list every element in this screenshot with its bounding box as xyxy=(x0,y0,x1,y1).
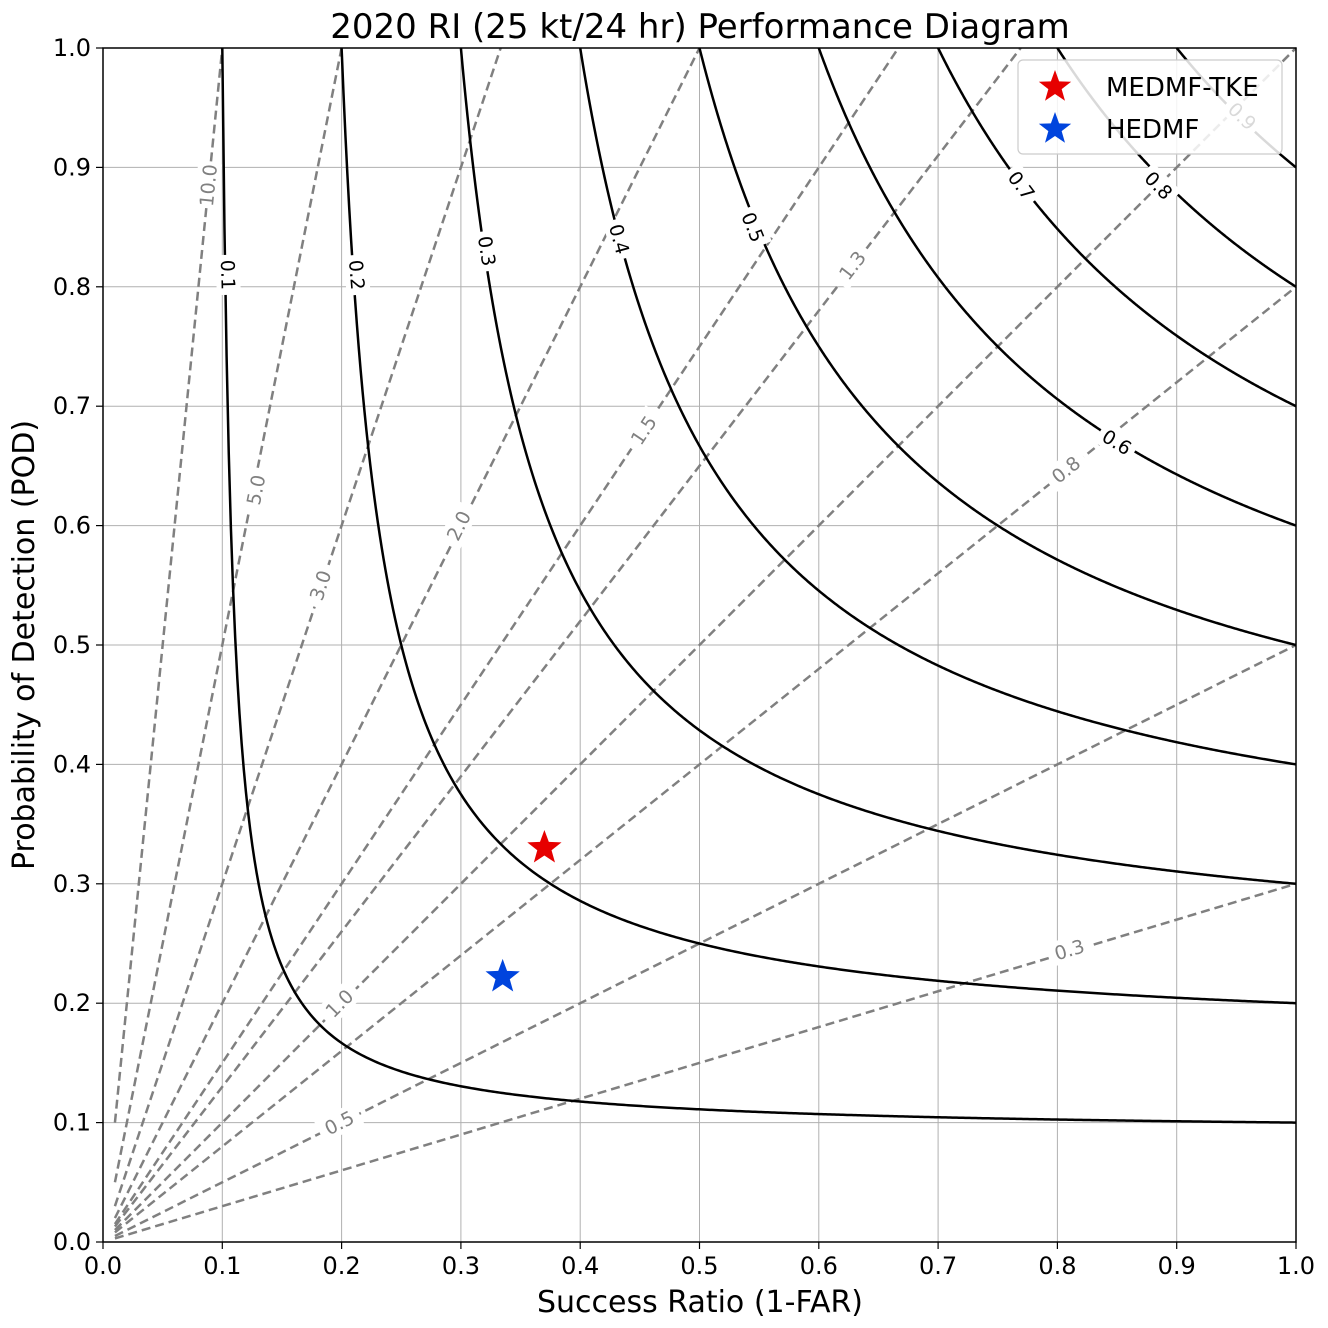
csi-contour xyxy=(459,47,1297,886)
legend-star-icon xyxy=(1038,70,1072,101)
bias-lines: 10.05.03.02.01.51.31.00.80.50.3 xyxy=(113,47,1297,1240)
bias-line xyxy=(114,643,1297,1238)
x-tick-label: 0.8 xyxy=(1038,1252,1076,1280)
bias-line xyxy=(113,47,1022,1228)
bias-label-bg xyxy=(315,979,364,1028)
bias-line xyxy=(113,47,701,1219)
x-tick-label: 0.9 xyxy=(1158,1252,1196,1280)
x-axis-ticks: 0.0 0.1 0.2 0.3 0.4 0.5 0.6 0.7 0.8 0.9 1.0 xyxy=(84,1242,1315,1280)
csi-contour xyxy=(698,47,1297,647)
y-tick-label: 0.6 xyxy=(53,512,91,540)
bias-label: 10.0 xyxy=(196,163,222,207)
bias-label-bg xyxy=(239,465,272,514)
bias-line xyxy=(113,47,343,1183)
csi-label-bg xyxy=(343,253,371,296)
legend-entry-label: HEDMF xyxy=(1106,115,1199,145)
x-tick-label: 0.5 xyxy=(680,1252,718,1280)
bias-line xyxy=(113,47,502,1207)
bias-line xyxy=(114,285,1297,1234)
legend-box xyxy=(1017,59,1283,155)
csi-label-bg xyxy=(1136,162,1182,208)
y-tick-label: 0.9 xyxy=(53,153,91,181)
legend: MEDMF-TKE HEDMF xyxy=(1017,59,1283,155)
csi-label: 0.1 xyxy=(216,260,239,291)
y-tick-label: 0.3 xyxy=(53,870,91,898)
csi-label-bg xyxy=(215,254,241,296)
y-tick-label: 0.0 xyxy=(53,1228,91,1256)
y-tick-label: 0.8 xyxy=(53,273,91,301)
y-tick-label: 1.0 xyxy=(53,34,91,62)
csi-contour xyxy=(578,47,1297,766)
csi-contour xyxy=(221,47,1297,1124)
point-medmf-tke xyxy=(527,829,562,863)
legend-star-icon xyxy=(1038,112,1072,143)
csi-contour xyxy=(340,47,1297,1005)
bias-label-bg xyxy=(829,240,876,291)
csi-label-bg xyxy=(1093,421,1141,463)
x-tick-label: 0.6 xyxy=(800,1252,838,1280)
y-axis-label: Probability of Detection (POD) xyxy=(7,420,42,870)
csi-label: 0.3 xyxy=(473,235,499,268)
csi-label-bg xyxy=(602,216,637,262)
csi-label-bg xyxy=(734,204,772,251)
bias-label-bg xyxy=(1044,931,1094,968)
x-tick-label: 0.0 xyxy=(84,1252,122,1280)
bias-label-bg xyxy=(1041,446,1091,493)
bias-label-bg xyxy=(314,1102,365,1144)
csi-label: 0.2 xyxy=(344,259,368,291)
csi-label-bg xyxy=(472,229,503,273)
x-tick-label: 1.0 xyxy=(1277,1252,1315,1280)
csi-contour xyxy=(817,47,1297,527)
bias-label-bg xyxy=(621,405,666,456)
x-tick-label: 0.3 xyxy=(442,1252,480,1280)
y-tick-label: 0.2 xyxy=(53,989,91,1017)
x-tick-label: 0.1 xyxy=(203,1252,241,1280)
csi-label-bg xyxy=(999,162,1044,209)
bias-line xyxy=(113,47,900,1225)
x-tick-label: 0.7 xyxy=(919,1252,957,1280)
x-tick-label: 0.4 xyxy=(561,1252,599,1280)
legend-entry-label: MEDMF-TKE xyxy=(1106,73,1259,103)
point-hedmf xyxy=(485,958,520,992)
bias-line xyxy=(114,882,1297,1240)
bias-label-bg xyxy=(193,162,223,209)
bias-label-bg xyxy=(301,560,339,610)
bias-label: 5.0 xyxy=(243,473,270,507)
csi-contour xyxy=(936,47,1297,408)
y-tick-label: 0.5 xyxy=(53,631,91,659)
x-axis-label: Success Ratio (1-FAR) xyxy=(537,1285,863,1320)
bias-line xyxy=(113,47,224,1123)
x-tick-label: 0.2 xyxy=(323,1252,361,1280)
data-points xyxy=(485,829,562,992)
y-tick-label: 0.1 xyxy=(53,1109,91,1137)
bias-line xyxy=(114,47,1297,1231)
y-tick-label: 0.4 xyxy=(53,750,91,778)
y-axis-ticks: 0.0 0.1 0.2 0.3 0.4 0.5 0.6 0.7 0.8 0.9 1.0 xyxy=(53,34,103,1256)
y-tick-label: 0.7 xyxy=(53,392,91,420)
bias-label-bg xyxy=(437,500,480,551)
chart-title: 2020 RI (25 kt/24 hr) Performance Diagra… xyxy=(330,7,1070,47)
